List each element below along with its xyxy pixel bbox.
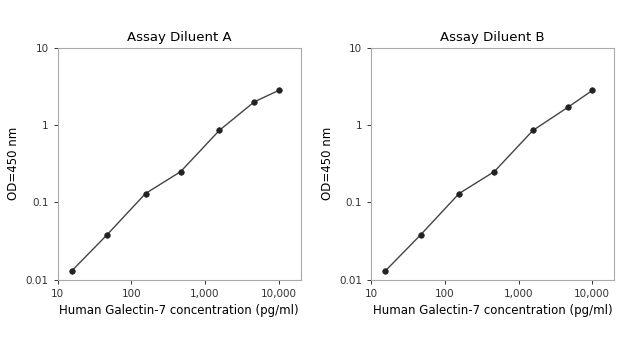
X-axis label: Human Galectin-7 concentration (pg/ml): Human Galectin-7 concentration (pg/ml) [60,304,299,317]
Title: Assay Diluent A: Assay Diluent A [127,31,232,44]
Y-axis label: OD=450 nm: OD=450 nm [7,127,20,200]
Title: Assay Diluent B: Assay Diluent B [440,31,545,44]
Y-axis label: OD=450 nm: OD=450 nm [321,127,333,200]
X-axis label: Human Galectin-7 concentration (pg/ml): Human Galectin-7 concentration (pg/ml) [373,304,612,317]
